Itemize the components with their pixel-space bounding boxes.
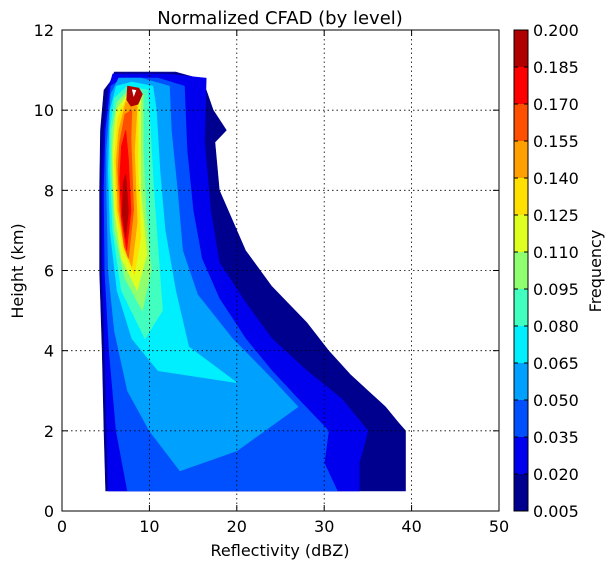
colorbar-segment bbox=[514, 67, 528, 104]
colorbar-segment bbox=[514, 363, 528, 400]
y-tick-label: 0 bbox=[44, 502, 54, 521]
colorbar-segment bbox=[514, 30, 528, 67]
colorbar-segment bbox=[514, 141, 528, 178]
contour-peak-gap bbox=[131, 89, 137, 97]
y-tick-label: 4 bbox=[44, 342, 54, 361]
x-axis: 0 10 20 30 40 50 bbox=[57, 30, 509, 536]
colorbar-tick-label: 0.170 bbox=[533, 95, 579, 114]
colorbar-segment bbox=[514, 437, 528, 474]
contour-level-0.185 bbox=[121, 174, 129, 239]
colorbar-tick-label: 0.005 bbox=[533, 502, 579, 521]
colorbar-tick-label: 0.035 bbox=[533, 428, 579, 447]
colorbar-tick-label: 0.125 bbox=[533, 206, 579, 225]
y-axis: 0 2 4 6 8 10 12 bbox=[34, 21, 499, 521]
y-tick-label: 6 bbox=[44, 262, 54, 281]
y-tick-label: 10 bbox=[34, 101, 54, 120]
colorbar-segment bbox=[514, 215, 528, 252]
x-tick-label: 0 bbox=[57, 517, 67, 536]
colorbar-tick-label: 0.155 bbox=[533, 132, 579, 151]
colorbar-segment bbox=[514, 326, 528, 363]
colorbar-tick-label: 0.095 bbox=[533, 280, 579, 299]
colorbar: 0.005 0.020 0.035 0.050 0.065 0.080 0.095 0.110… bbox=[514, 21, 579, 521]
y-axis-label: Height (km) bbox=[8, 223, 27, 318]
colorbar-tick-label: 0.185 bbox=[533, 58, 579, 77]
colorbar-frame bbox=[513, 29, 529, 512]
x-axis-label: Reflectivity (dBZ) bbox=[211, 541, 350, 560]
x-tick-label: 10 bbox=[139, 517, 159, 536]
y-tick-label: 8 bbox=[44, 181, 54, 200]
chart-title: Normalized CFAD (by level) bbox=[157, 8, 403, 29]
x-tick-label: 30 bbox=[314, 517, 334, 536]
y-tick-label: 2 bbox=[44, 422, 54, 441]
x-tick-label: 50 bbox=[489, 517, 509, 536]
colorbar-label: Frequency bbox=[586, 230, 605, 313]
contour-fills bbox=[99, 71, 406, 492]
y-tick-label: 12 bbox=[34, 21, 54, 40]
colorbar-tick-label: 0.020 bbox=[533, 465, 579, 484]
gridlines bbox=[62, 30, 499, 511]
colorbar-segment bbox=[514, 178, 528, 215]
colorbar-tick-label: 0.140 bbox=[533, 169, 579, 188]
x-tick-label: 20 bbox=[227, 517, 247, 536]
colorbar-tick-label: 0.065 bbox=[533, 354, 579, 373]
colorbar-tick-label: 0.050 bbox=[533, 391, 579, 410]
colorbar-tick-label: 0.080 bbox=[533, 317, 579, 336]
x-tick-label: 40 bbox=[401, 517, 421, 536]
colorbar-tick-label: 0.110 bbox=[533, 243, 579, 262]
contour-peak-region bbox=[126, 85, 143, 107]
colorbar-segment bbox=[514, 104, 528, 141]
colorbar-segment bbox=[514, 474, 528, 511]
colorbar-tick-label: 0.200 bbox=[533, 21, 579, 40]
colorbar-segment bbox=[514, 252, 528, 289]
colorbar-segment bbox=[514, 289, 528, 326]
colorbar-segment bbox=[514, 400, 528, 437]
